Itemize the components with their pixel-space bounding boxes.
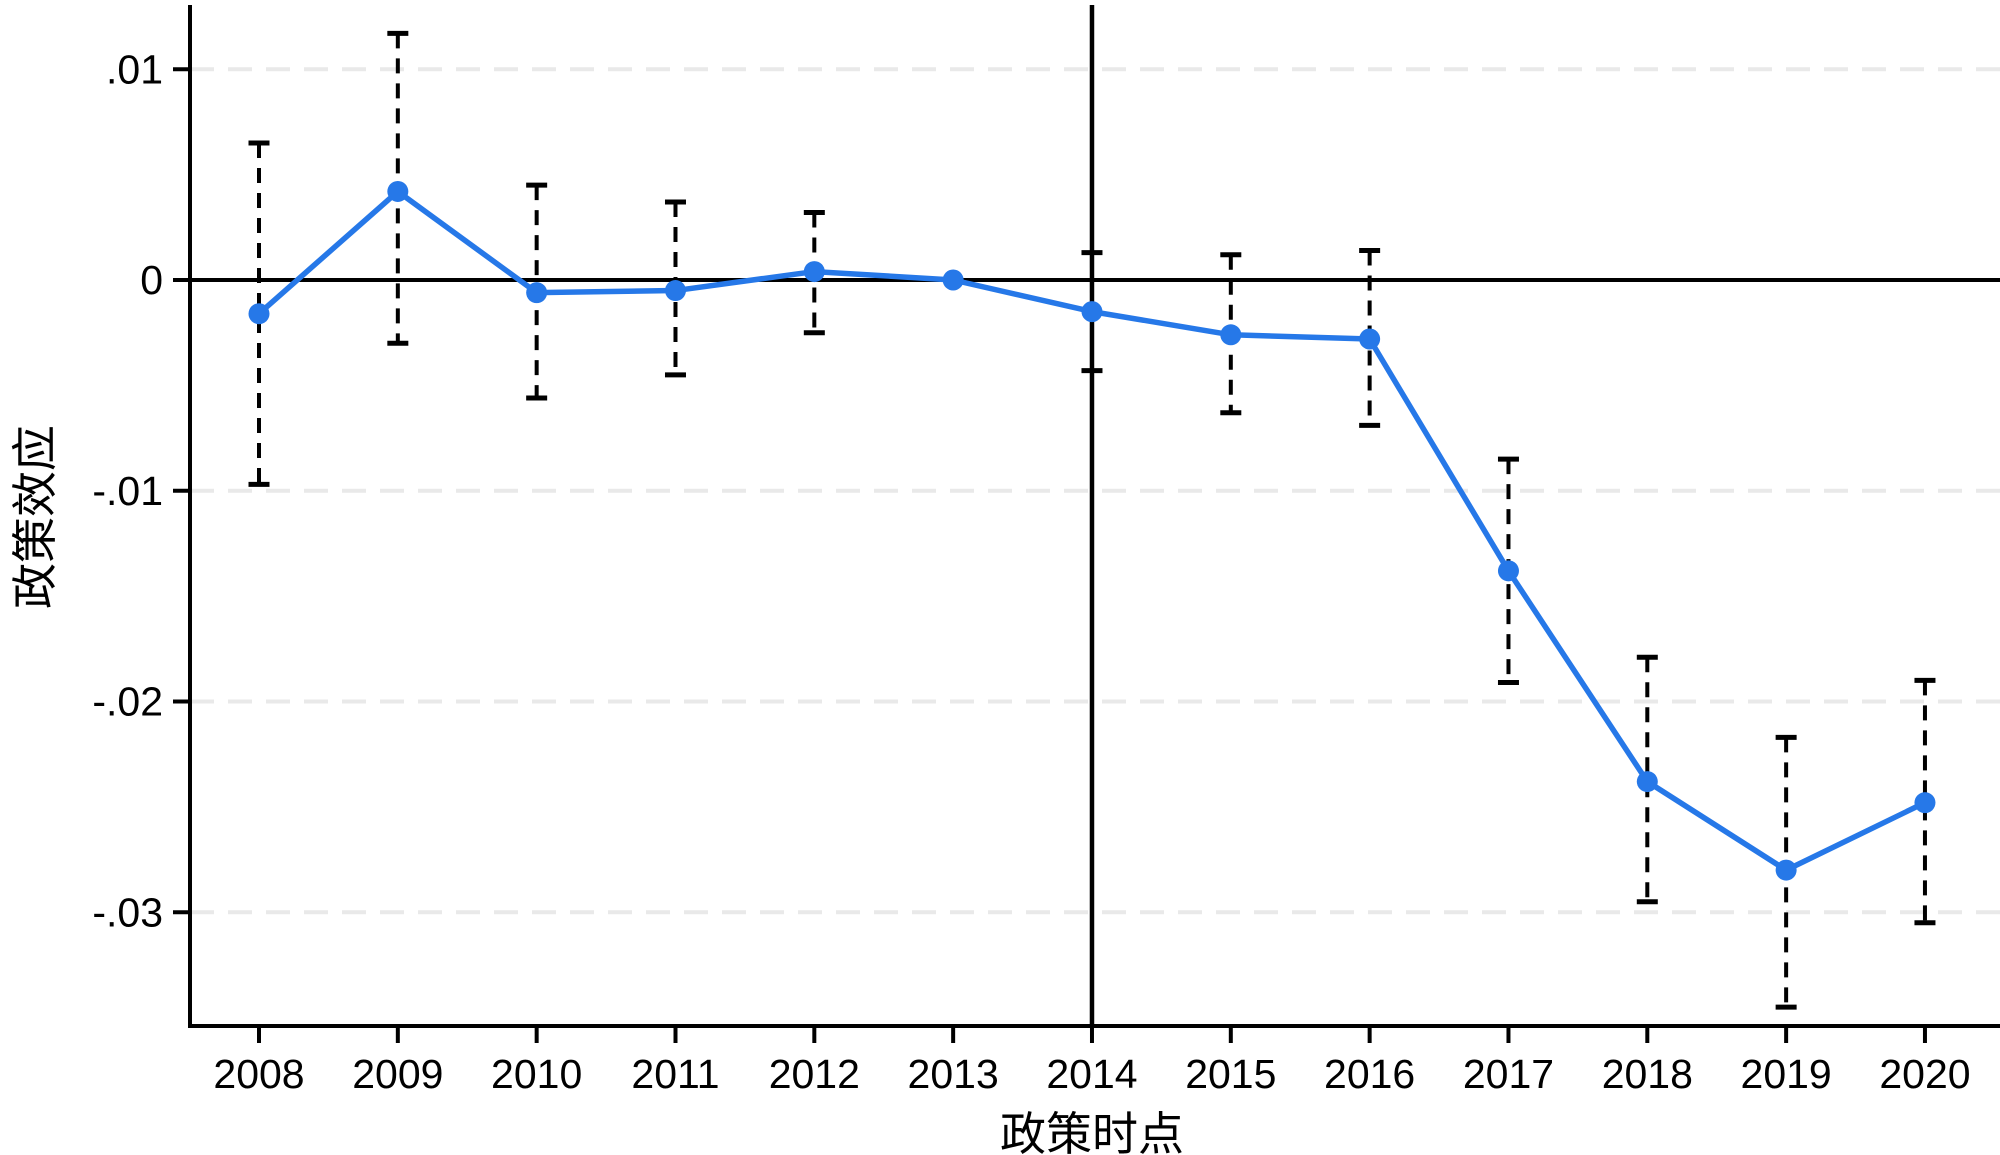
data-point — [1081, 301, 1103, 323]
x-tick-label: 2015 — [1185, 1051, 1276, 1097]
x-tick-label: 2018 — [1602, 1051, 1693, 1097]
x-tick-label: 2016 — [1324, 1051, 1415, 1097]
y-axis-title: 政策效应 — [9, 425, 61, 609]
y-tick-label: -.01 — [92, 468, 163, 514]
data-point — [248, 303, 270, 325]
x-tick-label: 2010 — [491, 1051, 582, 1097]
data-point — [1636, 771, 1658, 793]
data-point — [1359, 328, 1381, 350]
data-point — [1220, 324, 1242, 346]
data-point — [664, 280, 686, 302]
x-tick-label: 2019 — [1741, 1051, 1832, 1097]
data-point — [526, 282, 548, 304]
y-tick-label: .01 — [106, 46, 163, 92]
y-tick-label: -.03 — [92, 889, 163, 935]
x-tick-label: 2013 — [908, 1051, 999, 1097]
x-axis-title: 政策时点 — [1000, 1108, 1184, 1155]
data-point — [1914, 792, 1936, 814]
y-tick-label: 0 — [140, 257, 163, 303]
data-point — [942, 269, 964, 291]
x-tick-label: 2008 — [213, 1051, 304, 1097]
data-point — [803, 261, 825, 283]
data-point — [387, 180, 409, 202]
x-tick-label: 2012 — [769, 1051, 860, 1097]
x-tick-label: 2017 — [1463, 1051, 1554, 1097]
data-point — [1775, 859, 1797, 881]
x-tick-label: 2011 — [631, 1051, 719, 1097]
y-tick-label: -.02 — [92, 679, 163, 725]
x-tick-label: 2014 — [1046, 1051, 1137, 1097]
data-point — [1497, 560, 1519, 582]
x-tick-label: 2009 — [352, 1051, 443, 1097]
x-tick-label: 2020 — [1879, 1051, 1970, 1097]
